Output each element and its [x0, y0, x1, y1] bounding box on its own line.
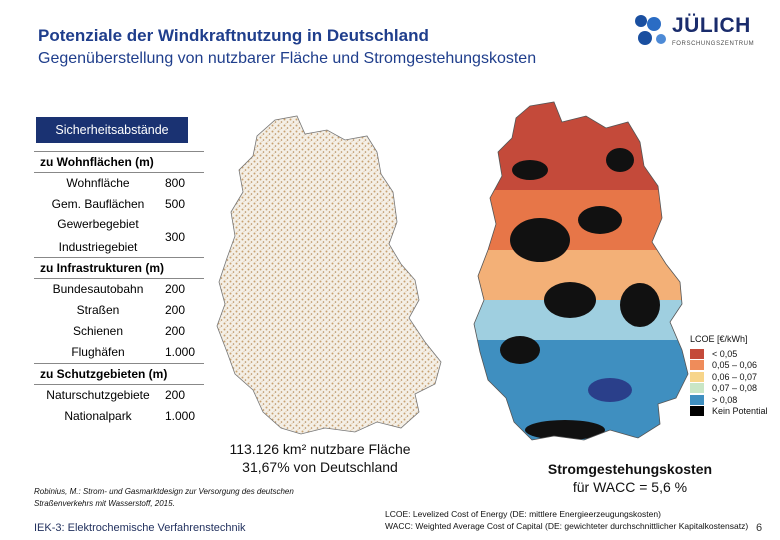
section-title: zu Wohnflächen (m)	[34, 151, 204, 173]
logo-subtitle: FORSCHUNGSZENTRUM	[672, 41, 755, 47]
row-value: 300	[165, 230, 186, 244]
row-label: Straßen	[76, 303, 120, 317]
row-value: 1.000	[165, 409, 196, 423]
section-title: zu Schutzgebieten (m)	[34, 363, 204, 385]
legend-label: > 0,08	[712, 394, 738, 405]
row-label: Bundesautobahn	[52, 282, 144, 296]
abbreviation-notes: LCOE: Levelized Cost of Energy (DE: mitt…	[385, 508, 748, 532]
row-label: Gem. Bauflächen	[51, 197, 145, 211]
legend-swatch	[690, 406, 704, 417]
reference-line: Robinius, M.: Strom- und Gasmarktdesign …	[34, 487, 294, 496]
table-row: Bundesautobahn 200	[34, 279, 204, 300]
page-title: Potenziale der Windkraftnutzung in Deuts…	[38, 26, 429, 45]
note-wacc: WACC: Weighted Average Cost of Capital (…	[385, 521, 749, 531]
row-label: Nationalpark	[64, 409, 132, 423]
page-subtitle: Gegenüberstellung von nutzbarer Fläche u…	[38, 50, 537, 67]
legend-label: 0,06 – 0,07	[712, 371, 758, 382]
table-row: Naturschutzgebiete 200	[34, 385, 204, 406]
germany-outline-usable	[216, 115, 442, 435]
table-row: Industriegebiet 300	[34, 230, 204, 254]
legend-swatch	[690, 383, 704, 394]
table-row: Gem. Bauflächen 500	[34, 194, 204, 215]
legend-label: Kein Potential	[712, 406, 768, 417]
source-reference: Robinius, M.: Strom- und Gasmarktdesign …	[34, 486, 294, 510]
usable-area-caption: 113.126 km² nutzbare Fläche 31,67% von D…	[220, 440, 420, 476]
legend-item: 0,05 – 0,06	[690, 360, 768, 372]
legend-item: 0,07 – 0,08	[690, 383, 768, 395]
distance-table: Sicherheitsabstände zu Wohnflächen (m) W…	[34, 117, 204, 427]
lcoe-legend: LCOE [€/kWh] < 0,05 0,05 – 0,06 0,06 – 0…	[690, 334, 768, 417]
legend-item: < 0,05	[690, 348, 768, 360]
footer-institute: IEK-3: Elektrochemische Verfahrenstechni…	[34, 522, 246, 534]
legend-item: > 0,08	[690, 394, 768, 406]
legend-label: 0,05 – 0,06	[712, 360, 758, 371]
legend-swatch	[690, 348, 704, 359]
row-value: 1.000	[165, 345, 196, 359]
row-value: 800	[165, 176, 186, 190]
table-header: Sicherheitsabstände	[36, 117, 188, 143]
legend-label: < 0,05	[712, 348, 738, 359]
table-row: Gewerbegebiet	[34, 215, 204, 234]
logo-wordmark: JÜLICH	[672, 14, 751, 37]
table-row: Straßen 200	[34, 300, 204, 321]
note-lcoe: LCOE: Levelized Cost of Energy (DE: mitt…	[385, 509, 661, 519]
row-value: 200	[165, 303, 186, 317]
row-value: 500	[165, 197, 186, 211]
row-value: 200	[165, 388, 186, 402]
table-row: Schienen 200	[34, 321, 204, 342]
legend-item: Kein Potential	[690, 406, 768, 418]
table-row: Nationalpark 1.000	[34, 406, 204, 427]
juelich-logo-icon	[635, 15, 666, 45]
legend-swatch	[690, 360, 704, 371]
row-label: Gewerbegebiet	[57, 217, 139, 231]
page-number: 6	[756, 522, 763, 534]
legend-label: 0,07 – 0,08	[712, 383, 758, 394]
caption-line: 113.126 km² nutzbare Fläche	[229, 441, 411, 457]
legend-title: LCOE [€/kWh]	[690, 334, 748, 344]
row-label: Schienen	[72, 324, 124, 338]
legend-swatch	[690, 394, 704, 405]
row-label: Wohnfläche	[66, 176, 130, 190]
legend-item: 0,06 – 0,07	[690, 371, 768, 383]
row-value: 200	[165, 324, 186, 338]
table-row: Wohnfläche 800	[34, 173, 204, 194]
row-label: Naturschutzgebiete	[46, 388, 150, 402]
table-row: Flughäfen 1.000	[34, 342, 204, 363]
caption-line: für WACC = 5,6 %	[572, 479, 688, 495]
usable-area-map	[216, 115, 442, 435]
caption-line: 31,67% von Deutschland	[242, 459, 398, 475]
legend-swatch	[690, 371, 704, 382]
reference-line: Straßenverkehrs mit Wasserstoff, 2015.	[34, 499, 175, 508]
caption-line: Stromgestehungskosten	[547, 461, 713, 477]
row-label: Flughäfen	[71, 345, 125, 359]
germany-outline-lcoe	[473, 101, 689, 441]
lcoe-map	[473, 101, 689, 441]
lcoe-caption: Stromgestehungskosten für WACC = 5,6 %	[520, 460, 740, 496]
row-label: Industriegebiet	[58, 240, 138, 254]
row-value: 200	[165, 282, 186, 296]
section-title: zu Infrastrukturen (m)	[34, 257, 204, 279]
